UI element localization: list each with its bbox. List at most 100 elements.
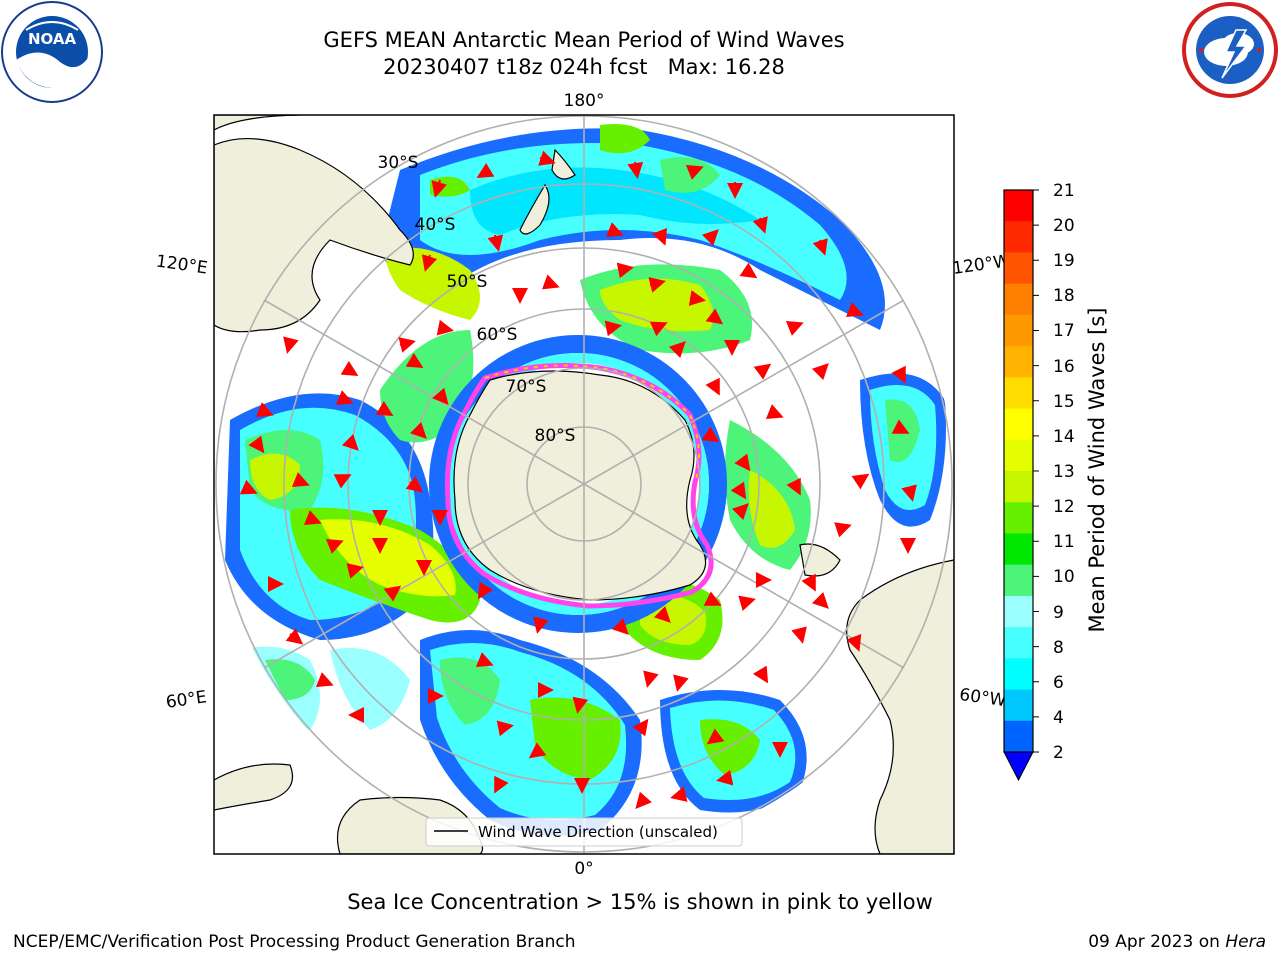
colorbar-swatch	[1004, 439, 1033, 472]
wave-arrow	[685, 165, 704, 180]
colorbar-swatch	[1004, 408, 1033, 441]
wave-arrow	[346, 563, 364, 579]
wave-arrow	[673, 674, 689, 692]
wave-arrow	[648, 277, 666, 293]
wave-arrow	[528, 742, 547, 759]
wave-arrow	[611, 617, 629, 635]
colorbar-swatch	[1004, 252, 1033, 285]
colorbar-underflow-triangle	[1003, 751, 1034, 782]
wave-arrow	[801, 573, 816, 592]
wave-arrow	[668, 341, 686, 359]
colorbar-swatch	[1004, 283, 1033, 316]
wave-arrow	[632, 718, 649, 737]
legend: Wind Wave Direction (unscaled)	[425, 817, 743, 847]
colorbar-tick: 16	[1053, 357, 1075, 377]
colorbar-tick: 14	[1053, 427, 1075, 447]
nws-logo	[1182, 2, 1278, 98]
wave-arrow	[432, 387, 449, 406]
wave-arrow	[616, 262, 634, 279]
wave-arrow	[291, 472, 310, 487]
wave-arrow	[845, 302, 864, 317]
wave-arrow	[605, 222, 624, 237]
colorbar-tick: 2	[1053, 743, 1064, 763]
wave-arrow	[739, 262, 758, 279]
colorbar-swatch	[1004, 689, 1033, 722]
lon-label-60w: 60°W	[958, 685, 1007, 711]
chart-title: GEFS MEAN Antarctic Mean Period of Wind …	[323, 28, 845, 52]
wave-arrow	[255, 402, 274, 417]
lon-label-0: 0°	[574, 859, 593, 879]
wave-arrow	[405, 476, 424, 493]
chart-subtitle: 20230407 t18z 024h fcst Max: 16.28	[383, 55, 785, 79]
colorbar-tick: 20	[1053, 216, 1075, 236]
wave-arrow	[846, 633, 862, 652]
wave-arrow	[705, 308, 724, 325]
lat-label: 60°S	[477, 325, 518, 345]
wave-arrow	[285, 628, 304, 645]
colorbar-tick: 4	[1053, 708, 1064, 728]
wave-arrow	[541, 274, 560, 290]
lat-labels: 30°S 40°S 50°S 60°S 70°S 80°S	[378, 153, 576, 446]
wave-arrow	[701, 426, 720, 443]
colorbar-tick: 15	[1053, 392, 1075, 412]
colorbar-swatch	[1004, 346, 1033, 378]
wave-arrow	[335, 390, 354, 405]
footer-date-text: 09 Apr 2023 on	[1088, 932, 1226, 952]
wave-arrow	[496, 720, 514, 737]
wave-arrow	[475, 652, 494, 667]
wave-arrow	[653, 605, 671, 623]
wave-arrow	[649, 321, 668, 337]
wave-arrow	[752, 665, 769, 684]
colorbar-swatch	[1004, 221, 1033, 254]
colorbar-swatch	[1004, 627, 1033, 659]
wave-arrow	[303, 510, 322, 525]
wave-arrow	[572, 696, 589, 714]
colorbar-tick: 19	[1053, 251, 1075, 271]
wave-arrow	[705, 377, 720, 396]
wave-arrow	[333, 474, 352, 489]
colorbar-tick: 6	[1053, 673, 1064, 693]
wave-arrow	[901, 484, 917, 502]
wave-arrow	[635, 791, 652, 810]
wave-arrow	[325, 539, 344, 554]
wave-arrow	[703, 591, 722, 606]
wave-arrow	[283, 336, 299, 354]
wave-arrow	[730, 481, 747, 500]
colorbar-tick: 13	[1053, 462, 1075, 482]
wave-arrow	[834, 522, 852, 538]
legend-label: Wind Wave Direction (unscaled)	[478, 823, 718, 841]
wave-arrow	[734, 453, 751, 472]
lat-label: 40°S	[415, 215, 456, 235]
colorbar-swatch	[1004, 502, 1033, 535]
colorbar-swatch	[1004, 564, 1033, 597]
wave-arrow	[785, 321, 804, 336]
wind-wave-arrows	[239, 150, 917, 810]
wave-arrow	[398, 337, 416, 353]
lat-label: 50°S	[447, 272, 488, 292]
colorbar-tick: 18	[1053, 286, 1075, 306]
wave-arrow	[752, 216, 768, 234]
wave-arrow	[652, 227, 667, 246]
noaa-logo: NOAA	[1, 1, 103, 103]
colorbar-tick: 11	[1053, 532, 1075, 552]
colorbar-tick: 8	[1053, 638, 1064, 658]
colorbar-swatch	[1004, 720, 1033, 753]
sea-ice-note: Sea Ice Concentration > 15% is shown in …	[347, 890, 933, 914]
wave-arrow	[731, 503, 749, 521]
footer-date: 09 Apr 2023 on Hera	[1088, 932, 1266, 952]
wave-arrow	[627, 161, 644, 179]
wave-arrow	[701, 229, 719, 247]
lon-label-120w: 120°W	[951, 251, 1011, 279]
colorbar-swatch	[1004, 533, 1033, 566]
wave-arrow	[643, 670, 659, 688]
lat-label: 70°S	[506, 377, 547, 397]
lat-label: 80°S	[535, 426, 576, 446]
wave-arrow	[375, 400, 394, 417]
wave-arrow	[533, 616, 549, 634]
footer-host: Hera	[1225, 932, 1266, 952]
wave-arrow	[670, 786, 688, 802]
wave-arrow	[405, 352, 424, 369]
lon-label-180: 180°	[564, 91, 605, 111]
wave-arrow	[688, 290, 706, 306]
